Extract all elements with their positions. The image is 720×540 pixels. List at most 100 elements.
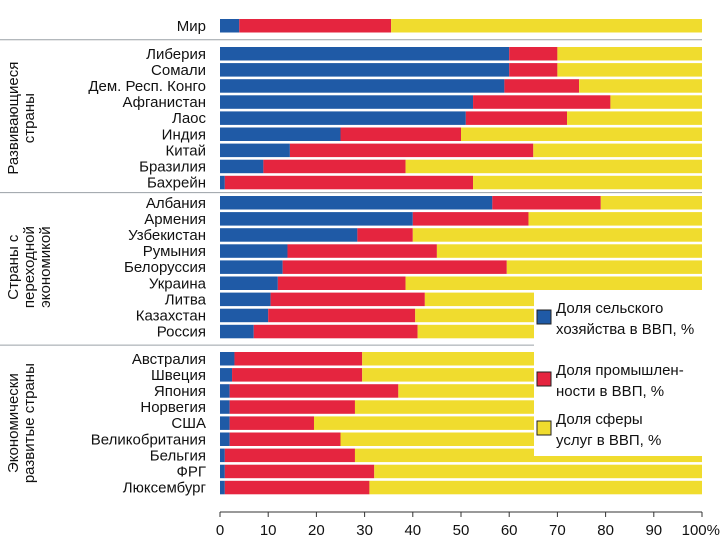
bar-segment-services: [391, 19, 702, 33]
bar-segment-industry: [224, 448, 355, 463]
category-label: Албания: [146, 195, 206, 212]
bar-segment-services: [567, 111, 702, 125]
bar-segment-services: [557, 47, 702, 61]
bar-segment-industry: [229, 432, 341, 446]
category-label: Армения: [144, 211, 206, 228]
category-label: Бельгия: [150, 447, 206, 464]
bar-segment-industry: [282, 260, 507, 274]
bar-segment-agriculture: [220, 308, 269, 323]
legend-label-line2: хозяйства в ВВП, %: [556, 321, 694, 338]
bar-segment-industry: [357, 228, 413, 242]
category-label: Швеция: [151, 367, 206, 384]
bar-segment-industry: [509, 63, 558, 77]
bar-segment-agriculture: [220, 79, 505, 93]
bar-segment-industry: [287, 244, 437, 258]
bar-segment-agriculture: [220, 127, 341, 141]
bar-segment-agriculture: [220, 276, 278, 290]
category-label: Бахрейн: [147, 175, 206, 192]
bar-segment-industry: [263, 159, 406, 174]
category-label: Казахстан: [136, 307, 206, 324]
x-tick-label: 30: [356, 522, 373, 539]
bar-segment-industry: [229, 416, 314, 430]
bar-segment-services: [405, 276, 702, 290]
bar-segment-agriculture: [220, 196, 493, 210]
category-label: Афганистан: [123, 94, 207, 111]
bar-segment-services: [528, 212, 702, 226]
category-label: Узбекистан: [128, 227, 206, 244]
bar-segment-agriculture: [220, 244, 288, 258]
group-label: развитые страны: [21, 363, 38, 483]
bar-segment-agriculture: [220, 292, 271, 307]
bar-segment-services: [533, 143, 702, 158]
x-tick-label: 90: [645, 522, 662, 539]
category-label: Люксембург: [123, 480, 207, 497]
category-label: Лаос: [172, 110, 207, 127]
category-label: Мир: [177, 18, 206, 35]
legend-swatch: [536, 309, 552, 325]
bar-segment-services: [473, 175, 702, 190]
category-label: Великобритания: [91, 431, 206, 448]
category-label: Белоруссия: [124, 259, 206, 276]
x-tick-label: 60: [501, 522, 518, 539]
legend-label-line1: Доля сферы: [556, 411, 643, 428]
bar-segment-agriculture: [220, 260, 283, 274]
bar-segment-services: [579, 79, 702, 93]
legend-swatch: [536, 371, 552, 387]
bar-segment-industry: [289, 143, 534, 158]
bar-segment-industry: [509, 47, 558, 61]
bar-segment-industry: [412, 212, 529, 226]
x-tick-label: 0: [216, 522, 224, 539]
bar-segment-agriculture: [220, 352, 235, 366]
category-label: Китай: [165, 142, 206, 159]
x-tick-label: 10: [260, 522, 277, 539]
bar-segment-agriculture: [220, 448, 225, 463]
bar-segment-agriculture: [220, 228, 358, 242]
bar-segment-industry: [268, 308, 416, 323]
x-tick-label: 100%: [682, 522, 720, 539]
bar-segment-agriculture: [220, 95, 474, 109]
category-label: США: [171, 415, 206, 432]
bar-segment-agriculture: [220, 368, 233, 382]
bar-segment-agriculture: [220, 143, 290, 158]
bar-segment-agriculture: [220, 384, 230, 398]
category-label: Либерия: [146, 46, 206, 63]
bar-segment-services: [610, 95, 702, 109]
category-label: Норвегия: [140, 399, 206, 416]
bar-segment-services: [600, 196, 702, 210]
bar-segment-industry: [492, 196, 601, 210]
bar-segment-industry: [234, 352, 363, 366]
category-label: Бразилия: [139, 158, 206, 175]
bar-segment-industry: [270, 292, 425, 307]
group-label: экономикой: [37, 226, 54, 308]
bar-segment-industry: [224, 480, 370, 495]
bar-segment-industry: [239, 19, 392, 33]
legend-label-line1: Доля промышлен-: [556, 362, 684, 379]
category-label: Литва: [165, 291, 207, 308]
bar-segment-services: [405, 159, 702, 174]
category-label: Украина: [149, 275, 207, 292]
category-label: Индия: [162, 126, 206, 143]
x-tick-label: 80: [597, 522, 614, 539]
category-label: Румыния: [143, 243, 206, 260]
x-tick-label: 70: [549, 522, 566, 539]
group-labels: Развивающиеся страны Страны с переходной эко…: [5, 62, 54, 484]
bar-segment-agriculture: [220, 19, 240, 33]
bar-segment-services: [412, 228, 702, 242]
legend-label-line2: ности в ВВП, %: [556, 383, 664, 400]
bar-segment-industry: [224, 464, 375, 479]
group-label: Развивающиеся: [5, 62, 22, 175]
legend-label-line2: услуг в ВВП, %: [556, 432, 661, 449]
bar-segment-industry: [504, 79, 580, 93]
bar-segment-agriculture: [220, 480, 225, 495]
bar-segment-industry: [340, 127, 461, 141]
bar-segment-agriculture: [220, 212, 413, 226]
category-label: Австралия: [132, 351, 206, 368]
category-label: Россия: [157, 324, 206, 341]
group-label: страны: [21, 93, 38, 143]
bar-segment-agriculture: [220, 432, 230, 446]
bar-segment-industry: [232, 368, 363, 382]
bar-segment-agriculture: [220, 159, 264, 174]
group-label: Экономически: [5, 373, 22, 473]
group-label: переходной: [21, 226, 38, 308]
category-label: Дем. Респ. Конго: [88, 78, 206, 95]
